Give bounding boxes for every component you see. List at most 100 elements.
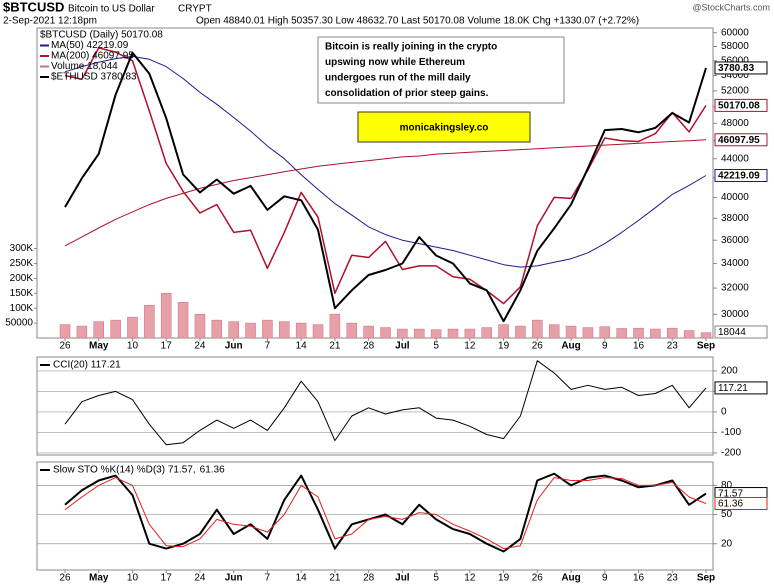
y-tick-label: 32000 <box>721 283 749 294</box>
x-tick-label: 26 <box>59 341 71 352</box>
volume-bar <box>464 328 476 338</box>
volume-bar <box>633 327 644 338</box>
x-tick-label: 5 <box>433 341 439 352</box>
x-tick-label: 26 <box>59 573 71 584</box>
series-group <box>64 472 707 553</box>
series-line <box>64 472 707 553</box>
y-tick-label: 34000 <box>721 258 749 269</box>
panel-title: CCI(20) 117.21 <box>53 360 121 371</box>
y-tick-label: -200 <box>721 448 741 459</box>
x-tick-label: 28 <box>363 341 375 352</box>
volume-bar <box>228 321 239 338</box>
volume-bar <box>194 313 206 338</box>
y-tick-label: 0 <box>721 407 727 418</box>
y2-tick-label: 150K <box>10 288 34 299</box>
x-tick-label: Sep <box>697 341 715 352</box>
volume-bar <box>59 324 71 338</box>
legend-label: MA(50) 42219.09 <box>51 40 129 51</box>
y2-tick-label: 50000 <box>5 318 33 329</box>
x-tick-label: 5 <box>433 573 439 584</box>
series-line <box>64 55 707 268</box>
volume-bar <box>515 325 526 338</box>
volume-bar <box>329 313 341 338</box>
volume-bar <box>177 301 189 338</box>
volume-bar <box>565 325 577 338</box>
y2-tick-label: 300K <box>10 243 34 254</box>
volume-bar <box>160 293 172 338</box>
panel-frame <box>36 356 714 456</box>
last-value-box <box>714 325 768 339</box>
volume-bar <box>295 322 307 338</box>
y-tick-label: 36000 <box>721 235 749 246</box>
x-tick-label: 12 <box>464 341 476 352</box>
y-tick-label: 40000 <box>721 192 749 203</box>
x-tick-label: May <box>89 341 109 352</box>
series-group <box>64 360 707 446</box>
last-value-label: 117.21 <box>718 383 748 394</box>
description: Bitcoin to US Dollar <box>68 4 155 15</box>
volume-bar <box>144 304 155 338</box>
x-tick-label: 19 <box>498 341 510 352</box>
x-tick-label: 7 <box>265 341 271 352</box>
x-tick-label: 24 <box>194 573 206 584</box>
volume-bar <box>683 330 695 338</box>
volume-bar <box>346 322 358 338</box>
y-tick-label: 80 <box>721 480 733 491</box>
credit: @StockCharts.com <box>692 2 770 12</box>
x-tick-label: 16 <box>633 341 645 352</box>
x-tick-label: 21 <box>329 573 341 584</box>
last-value-label: 50170.08 <box>718 101 760 112</box>
x-tick-label: Jun <box>225 573 243 584</box>
panel-frame <box>36 27 714 339</box>
volume-bar <box>599 326 611 338</box>
y2-tick-label: 250K <box>10 258 34 269</box>
volume-bar <box>548 324 560 338</box>
volume-bar <box>447 328 459 338</box>
x-tick-label: 26 <box>532 341 544 352</box>
series-line <box>64 47 707 305</box>
x-tick-label: 26 <box>532 573 544 584</box>
legend-label: MA(200) 46097.95 <box>51 51 134 62</box>
last-value-label: 61.36 <box>718 499 743 510</box>
x-tick-label: 24 <box>194 341 206 352</box>
series-line <box>64 51 707 323</box>
volume-bar <box>481 327 492 338</box>
y-tick-label: 58000 <box>721 41 749 52</box>
website: monicakingsley.co <box>400 123 489 134</box>
annotation-box <box>317 36 565 104</box>
volume-bar <box>700 332 712 338</box>
x-tick-label: 21 <box>329 341 341 352</box>
x-tick-label: 23 <box>667 573 679 584</box>
volume-bar <box>532 319 543 338</box>
x-tick-label: 19 <box>498 573 510 584</box>
y-tick-label: 20 <box>721 538 733 549</box>
y-tick-label: 60000 <box>721 27 749 38</box>
last-value-label: 71.57 <box>718 489 743 500</box>
x-tick-label: 23 <box>667 341 679 352</box>
last-value-label: 46097.95 <box>718 135 760 146</box>
series-group <box>59 47 712 338</box>
x-tick-label: Aug <box>561 573 580 584</box>
y-tick-label: 38000 <box>721 213 749 224</box>
volume-bar <box>245 322 256 338</box>
volume-bar <box>363 325 374 338</box>
volume-bar <box>211 319 223 338</box>
x-tick-label: Jul <box>395 341 410 352</box>
x-tick-label: 7 <box>265 573 271 584</box>
series-line <box>64 360 707 446</box>
last-value-box <box>714 133 768 147</box>
date: 2-Sep-2021 12:18pm <box>3 16 97 27</box>
volume-bar <box>76 325 88 338</box>
volume-bar <box>380 327 391 338</box>
x-tick-label: 16 <box>633 573 645 584</box>
volume-bar <box>413 328 425 338</box>
annotation-line: upswing now while Ethereum <box>325 57 465 68</box>
y-tick-label: 56000 <box>721 55 749 66</box>
volume-bar <box>262 319 273 338</box>
last-value-label: 3780.83 <box>718 63 755 74</box>
quote: Open 48840.01 High 50357.30 Low 48632.70… <box>196 16 639 27</box>
y-tick-label: 48000 <box>721 118 749 129</box>
x-tick-label: 14 <box>296 573 308 584</box>
volume-bar <box>110 319 121 338</box>
